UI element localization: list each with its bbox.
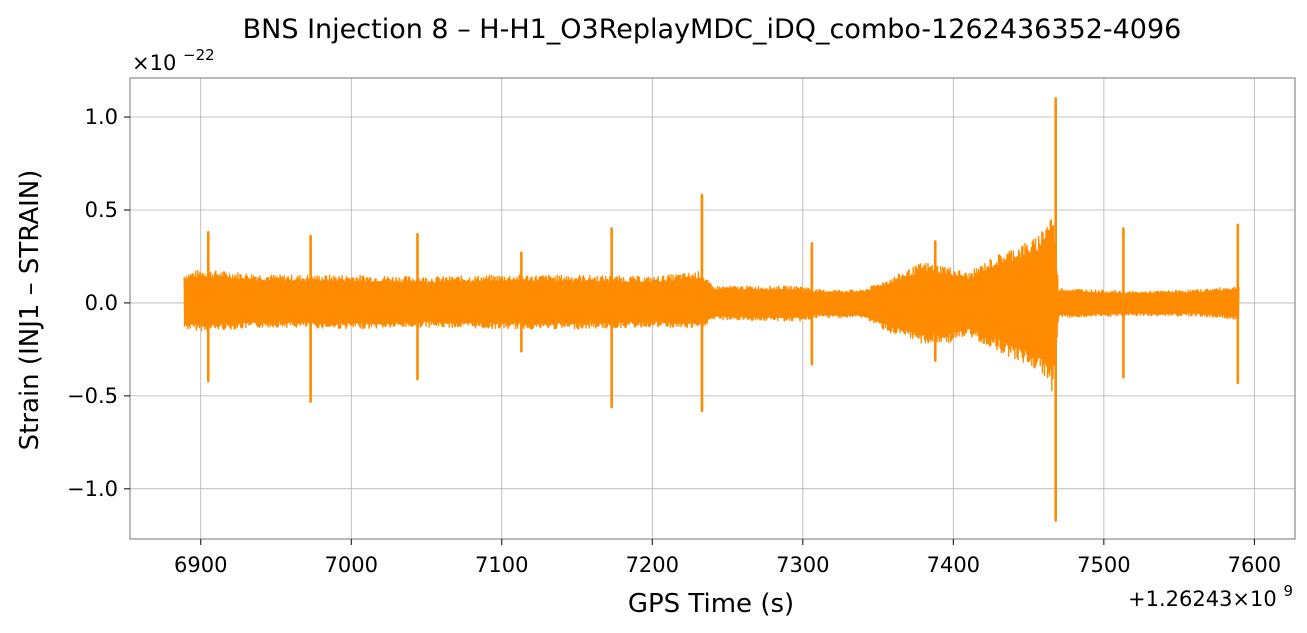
x-tick-label: 7100 [475, 553, 528, 577]
x-tick-label: 7500 [1077, 553, 1130, 577]
y-axis-ticks: −1.0 −0.5 0.0 0.5 1.0 [67, 105, 130, 501]
y-axis-label: Strain (INJ1 – STRAIN) [15, 170, 45, 451]
x-tick-label: 7200 [626, 553, 679, 577]
y-scale-factor: ×10 −22 [132, 46, 215, 75]
x-axis-ticks: 6900 7000 7100 7200 7300 7400 7500 7600 [174, 539, 1281, 577]
x-offset-exponent: 9 [1283, 582, 1293, 600]
y-tick-label: 0.0 [85, 291, 118, 315]
chart-title: BNS Injection 8 – H-H1_O3ReplayMDC_iDQ_c… [243, 14, 1182, 45]
y-tick-label: −0.5 [67, 384, 118, 408]
x-tick-label: 7000 [325, 553, 378, 577]
y-tick-label: −1.0 [67, 477, 118, 501]
x-tick-label: 7600 [1228, 553, 1281, 577]
x-tick-label: 6900 [174, 553, 227, 577]
x-offset-base: +1.26243×10 [1128, 587, 1277, 611]
x-tick-label: 7400 [927, 553, 980, 577]
x-axis-label: GPS Time (s) [628, 589, 794, 619]
y-scale-base: ×10 [132, 51, 176, 75]
y-tick-label: 1.0 [85, 105, 118, 129]
x-offset-factor: +1.26243×10 9 [1128, 582, 1293, 611]
x-tick-label: 7300 [776, 553, 829, 577]
y-tick-label: 0.5 [85, 198, 118, 222]
strain-oscillation-path [183, 219, 1240, 392]
strain-series-line [183, 97, 1240, 522]
y-scale-exponent: −22 [183, 46, 215, 64]
plot-frame [129, 77, 1296, 540]
